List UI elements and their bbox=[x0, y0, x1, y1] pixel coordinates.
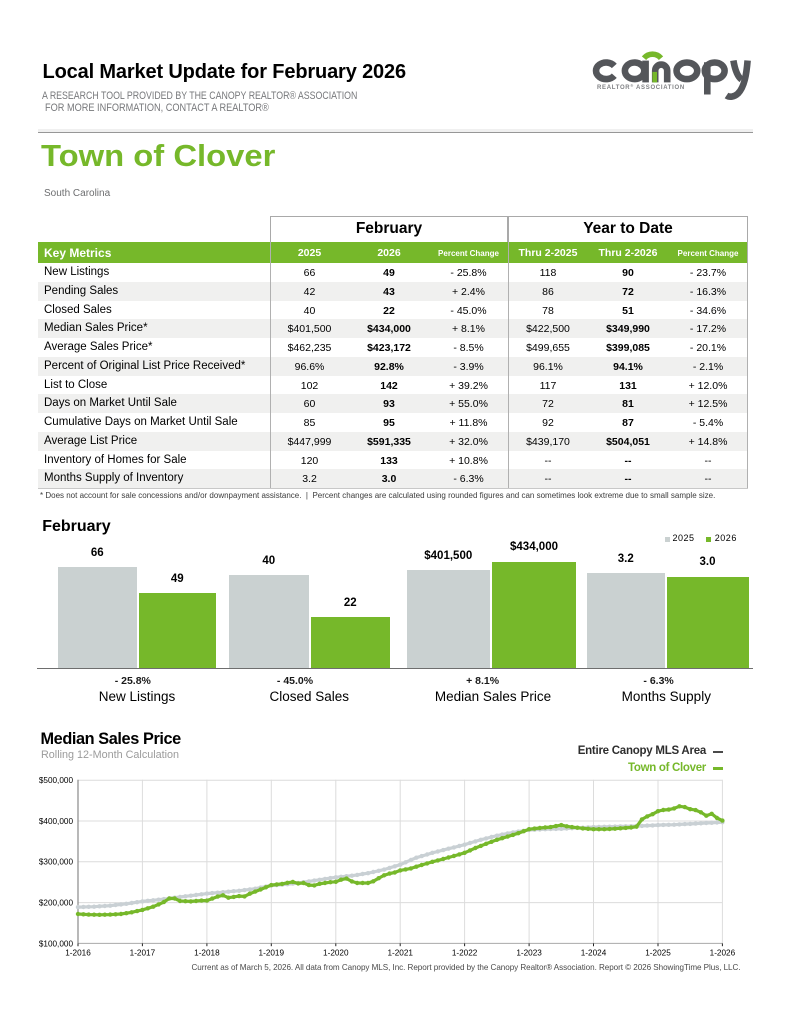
svg-text:1-2024: 1-2024 bbox=[581, 949, 607, 958]
svg-text:$200,000: $200,000 bbox=[39, 899, 74, 908]
svg-text:REALTOR® ASSOCIATION: REALTOR® ASSOCIATION bbox=[597, 84, 685, 91]
svg-text:$300,000: $300,000 bbox=[39, 858, 74, 867]
svg-text:1-2021: 1-2021 bbox=[387, 949, 413, 958]
svg-text:$500,000: $500,000 bbox=[39, 776, 74, 785]
svg-text:1-2025: 1-2025 bbox=[645, 949, 671, 958]
svg-text:1-2017: 1-2017 bbox=[130, 949, 156, 958]
svg-text:1-2018: 1-2018 bbox=[194, 949, 220, 958]
svg-text:$100,000: $100,000 bbox=[39, 939, 74, 948]
svg-text:1-2023: 1-2023 bbox=[516, 949, 542, 958]
svg-text:1-2019: 1-2019 bbox=[259, 949, 285, 958]
svg-text:$400,000: $400,000 bbox=[39, 817, 74, 826]
svg-text:1-2016: 1-2016 bbox=[65, 949, 91, 958]
svg-text:1-2020: 1-2020 bbox=[323, 949, 349, 958]
svg-text:1-2022: 1-2022 bbox=[452, 949, 478, 958]
svg-text:1-2026: 1-2026 bbox=[710, 949, 736, 958]
